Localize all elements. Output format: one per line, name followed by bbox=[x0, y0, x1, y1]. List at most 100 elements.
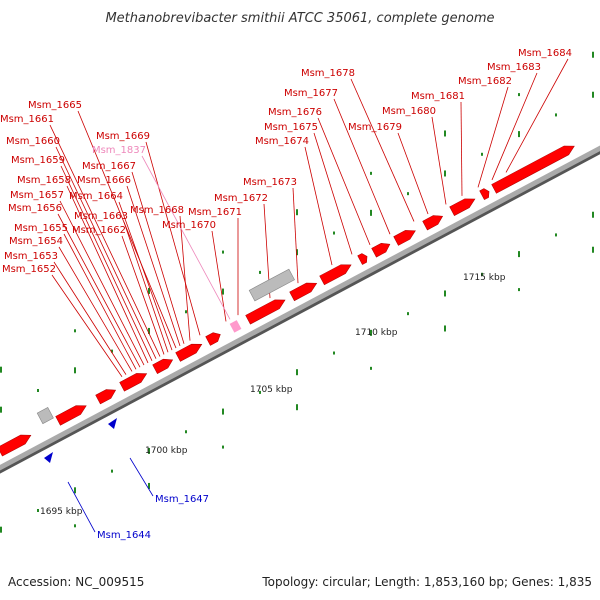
tick-mark bbox=[407, 192, 409, 196]
tick-mark bbox=[37, 508, 39, 512]
tick-mark bbox=[222, 445, 224, 449]
label-leaders bbox=[49, 58, 569, 533]
tick-mark bbox=[592, 246, 594, 253]
tick-mark bbox=[407, 312, 409, 316]
gene-arrow bbox=[371, 242, 391, 258]
gene-arrow bbox=[319, 264, 352, 286]
tick-mark bbox=[111, 349, 113, 353]
tick-mark bbox=[296, 404, 298, 411]
tick-mark bbox=[444, 290, 446, 297]
tick-mark bbox=[185, 430, 187, 434]
leader-line bbox=[491, 72, 538, 181]
tick-mark bbox=[518, 93, 520, 97]
gene-label: Msm_1671 bbox=[188, 207, 242, 218]
tick-mark bbox=[74, 524, 76, 528]
scale-label: 1715 kbp bbox=[463, 273, 506, 283]
gene-label-reverse: Msm_1644 bbox=[97, 530, 151, 541]
tick-mark bbox=[370, 329, 372, 336]
gene-label: Msm_1678 bbox=[301, 68, 355, 79]
tick-mark bbox=[333, 351, 335, 355]
tick-mark bbox=[555, 113, 557, 117]
tick-mark bbox=[481, 272, 483, 276]
tick-mark bbox=[222, 408, 224, 415]
leader-line bbox=[55, 146, 157, 359]
gene-label: Msm_1658 bbox=[17, 175, 71, 186]
gene-arrow bbox=[289, 282, 318, 302]
leader-line bbox=[58, 246, 133, 372]
rna-feature bbox=[36, 407, 54, 425]
gene-arrow bbox=[393, 230, 416, 246]
gene-label: Msm_1655 bbox=[14, 223, 68, 234]
scale-labels: 1695 kbp 1700 kbp 1705 kbp 1710 kbp 1715 kbp bbox=[40, 273, 506, 517]
leader-line bbox=[67, 481, 96, 533]
gene-label: Msm_1663 bbox=[74, 211, 128, 222]
leader-line bbox=[145, 141, 201, 336]
gene-label: Msm_1664 bbox=[69, 191, 123, 202]
gene-label: Msm_1670 bbox=[162, 220, 216, 231]
tick-mark bbox=[370, 366, 372, 370]
tick-mark bbox=[444, 130, 446, 137]
leader-line bbox=[53, 261, 127, 375]
map-title: Methanobrevibacter smithii ATCC 35061, c… bbox=[105, 11, 494, 26]
gene-label: Msm_1677 bbox=[284, 88, 338, 99]
leader-line bbox=[126, 185, 181, 347]
tick-mark bbox=[518, 131, 520, 138]
leader-line bbox=[141, 155, 231, 320]
tick-mark bbox=[592, 211, 594, 218]
gene-label: Msm_1681 bbox=[411, 91, 465, 102]
tick-mark bbox=[259, 270, 261, 274]
gene-arrow bbox=[422, 215, 444, 231]
gene-label: Msm_1653 bbox=[4, 251, 58, 262]
gene-label: Msm_1668 bbox=[130, 205, 184, 216]
leader-line bbox=[60, 165, 153, 361]
gene-label: Msm_1656 bbox=[8, 203, 62, 214]
gene-label: Msm_1665 bbox=[28, 100, 82, 111]
gene-arrow bbox=[152, 358, 174, 374]
tick-mark bbox=[0, 526, 2, 533]
leader-line bbox=[333, 98, 391, 235]
tick-mark bbox=[148, 327, 150, 334]
leader-line bbox=[57, 213, 141, 368]
leader-line bbox=[123, 221, 169, 353]
tick-mark bbox=[370, 209, 372, 216]
tick-mark bbox=[296, 209, 298, 216]
tick-mark bbox=[333, 231, 335, 235]
leader-line bbox=[59, 200, 145, 366]
genome-backbone bbox=[0, 145, 600, 471]
gene-arrow bbox=[357, 253, 368, 265]
tick-marks bbox=[0, 51, 594, 533]
tick-mark bbox=[0, 406, 2, 413]
gene-labels: Msm_1652 Msm_1653 Msm_1654 Msm_1655 Msm_1656… bbox=[0, 48, 572, 541]
leader-line bbox=[77, 110, 177, 349]
gene-label: Msm_1675 bbox=[264, 122, 318, 133]
gene-label: Msm_1661 bbox=[0, 114, 54, 125]
gene-label: Msm_1662 bbox=[72, 225, 126, 236]
leader-line bbox=[51, 274, 123, 378]
tick-mark bbox=[148, 482, 150, 489]
leader-line bbox=[313, 132, 353, 255]
gene-label: Msm_1676 bbox=[268, 107, 322, 118]
gene-label: Msm_1673 bbox=[243, 177, 297, 188]
gene-label: Msm_1667 bbox=[82, 161, 136, 172]
rna-feature bbox=[248, 268, 295, 302]
gene-arrow bbox=[245, 299, 286, 325]
accession-text: Accession: NC_009515 bbox=[8, 575, 144, 589]
gene-label: Msm_1684 bbox=[518, 48, 572, 59]
leader-line bbox=[66, 185, 149, 364]
reverse-gene-arrow bbox=[108, 418, 117, 429]
leader-line bbox=[179, 215, 191, 341]
gene-arrow bbox=[205, 332, 221, 346]
gene-label: Msm_1669 bbox=[96, 131, 150, 142]
tick-mark bbox=[518, 288, 520, 292]
scale-label: 1705 kbp bbox=[250, 385, 293, 395]
leader-line bbox=[121, 235, 165, 355]
leader-line bbox=[131, 171, 185, 344]
gene-arrow bbox=[175, 343, 203, 362]
tick-mark bbox=[592, 91, 594, 98]
leader-line bbox=[129, 457, 154, 497]
gene-arrow bbox=[95, 389, 117, 405]
gene-label: Msm_1659 bbox=[11, 155, 65, 166]
tick-mark bbox=[37, 388, 39, 392]
tick-mark bbox=[222, 288, 224, 295]
